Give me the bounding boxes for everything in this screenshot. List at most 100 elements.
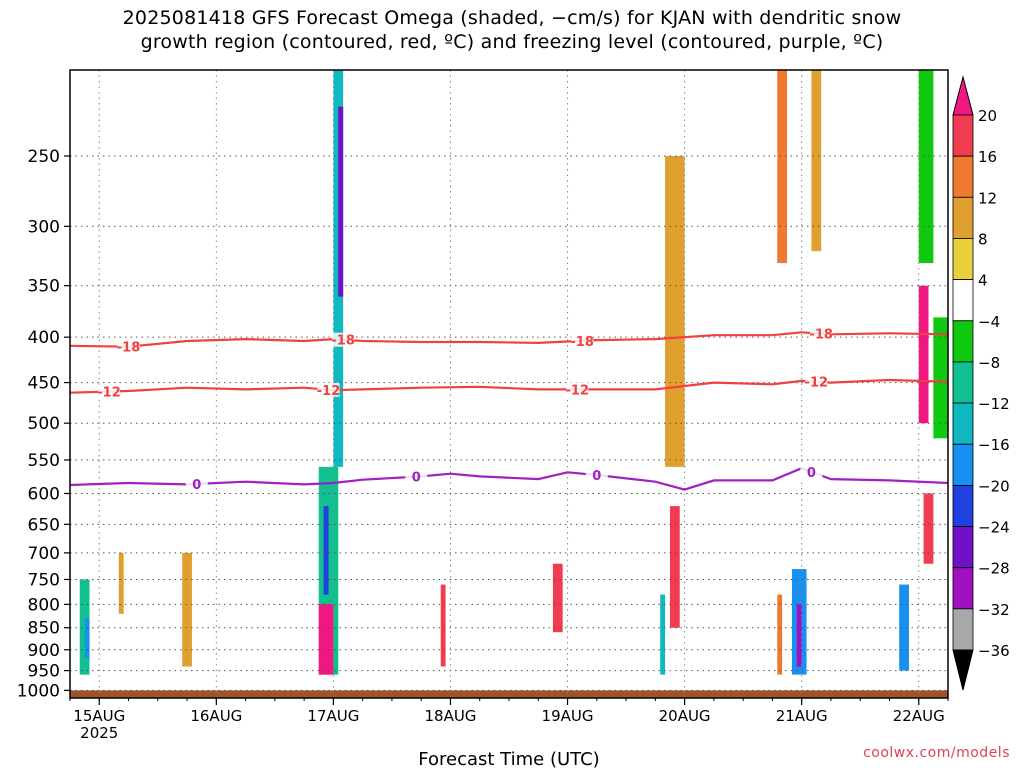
omega-cell-1 [84, 618, 90, 659]
colorbar-swatch-3 [952, 238, 974, 281]
colorbar-label-0: 20 [978, 107, 997, 125]
colorbar-label-11: −28 [978, 560, 1010, 578]
contour-label-0-1: -18 [331, 334, 355, 349]
contour-label-1-2: -12 [566, 383, 590, 398]
contour-label-bg-2-0 [185, 476, 208, 491]
contour-label-bg-0-3 [810, 326, 833, 341]
omega-cell-5 [318, 604, 334, 675]
omega-cell-12 [669, 506, 680, 628]
colorbar-top-arrow [952, 75, 974, 116]
colorbar-swatch-7 [952, 402, 974, 445]
colorbar-label-5: −4 [978, 313, 1000, 331]
contour-label-bg-0-0 [117, 339, 140, 354]
colorbar-label-2: 12 [978, 189, 997, 207]
contour-label-bg-1-0 [98, 384, 121, 399]
colorbar-swatch-10 [952, 526, 974, 569]
x-tick-label-20AUG: 20AUG [659, 707, 711, 725]
colorbar-swatch-12 [952, 608, 974, 651]
colorbar-label-3: 8 [978, 230, 988, 248]
y-tick-label-250: 250 [28, 147, 60, 167]
contour-label-bg-2-2 [585, 468, 608, 483]
colorbar-swatch-0 [952, 114, 974, 157]
y-tick-label-800: 800 [28, 595, 60, 615]
ground-surface [70, 690, 948, 698]
y-tick-label-600: 600 [28, 484, 60, 504]
contour-label-2-2: 0 [592, 469, 601, 484]
omega-cell-6 [323, 506, 329, 595]
contour-label-bg-1-1 [317, 382, 340, 397]
x-tick-label-22AUG: 22AUG [893, 707, 945, 725]
contour-label-1-3: -12 [805, 376, 829, 391]
colorbar-swatch-6 [952, 361, 974, 404]
contour-label-bg-2-3 [800, 464, 823, 479]
contour-label-bg-1-3 [805, 374, 828, 389]
colorbar-label-10: −24 [978, 519, 1010, 537]
omega-cell-3 [182, 552, 192, 667]
colorbar-swatch-5 [952, 320, 974, 363]
chart-title-line1: 2025081418 GFS Forecast Omega (shaded, −… [122, 7, 902, 29]
contour-label-bg-2-1 [405, 469, 428, 484]
colorbar-label-8: −16 [978, 436, 1010, 454]
contour-label-bg-0-2 [571, 333, 594, 348]
y-tick-label-900: 900 [28, 641, 60, 661]
colorbar-swatch-4 [952, 279, 974, 322]
x-tick-label-16AUG: 16AUG [190, 707, 242, 725]
y-tick-label-400: 400 [28, 328, 60, 348]
colorbar-bottom-arrow [952, 649, 974, 691]
colorbar-label-13: −36 [978, 642, 1010, 660]
y-tick-label-450: 450 [28, 374, 60, 394]
y-tick-label-650: 650 [28, 515, 60, 535]
y-axis: 2503003504004505005506006507007508008509… [17, 147, 70, 701]
omega-shading [79, 70, 948, 675]
omega-cell-11 [660, 594, 666, 675]
y-tick-label-350: 350 [28, 277, 60, 297]
omega-cell-21 [923, 493, 934, 564]
colorbar-label-1: 16 [978, 148, 997, 166]
chart-title-line2: growth region (contoured, red, ºC) and f… [140, 31, 884, 53]
temperature-contours: -18 -18 -18 -18 -12 -12 -12 -12 0 0 0 0 [70, 326, 948, 493]
x-tick-sublabel-15AUG: 2025 [80, 724, 118, 742]
contour-label-1-1: -12 [317, 384, 341, 399]
colorbar: 20 16 12 8 4 −4 −8 −12 −16 −20 −24 −28 −32 −36 [952, 75, 1010, 691]
colorbar-swatch-9 [952, 484, 974, 527]
omega-cell-19 [899, 584, 909, 671]
contour-label-1-0: -12 [97, 386, 121, 401]
credit-text: coolwx.com/models [863, 745, 1010, 761]
omega-cell-9 [440, 584, 446, 667]
contour-line-2 [70, 467, 948, 491]
colorbar-label-4: 4 [978, 272, 988, 290]
y-tick-label-850: 850 [28, 619, 60, 639]
contour-label-2-1: 0 [412, 471, 421, 486]
omega-cell-22 [918, 70, 934, 264]
contour-label-2-0: 0 [192, 478, 201, 493]
omega-cell-18 [811, 70, 822, 252]
x-tick-label-18AUG: 18AUG [424, 707, 476, 725]
y-tick-label-300: 300 [28, 217, 60, 237]
contour-label-bg-0-1 [332, 332, 355, 347]
colorbar-label-12: −32 [978, 601, 1010, 619]
omega-cell-10 [552, 563, 563, 633]
x-tick-label-17AUG: 17AUG [307, 707, 359, 725]
y-tick-label-1000: 1000 [17, 681, 60, 701]
colorbar-swatch-1 [952, 155, 974, 198]
colorbar-label-6: −8 [978, 354, 1000, 372]
omega-cell-16 [796, 604, 802, 667]
omega-cell-8 [338, 106, 344, 297]
x-tick-label-21AUG: 21AUG [776, 707, 828, 725]
contour-line-0 [70, 331, 948, 348]
omega-cell-17 [777, 70, 788, 264]
colorbar-label-7: −12 [978, 395, 1010, 413]
y-tick-label-750: 750 [28, 570, 60, 590]
omega-cell-14 [777, 594, 783, 675]
y-tick-label-950: 950 [28, 662, 60, 682]
contour-label-2-3: 0 [807, 466, 816, 481]
x-tick-label-19AUG: 19AUG [542, 707, 594, 725]
omega-cell-23 [933, 317, 948, 439]
omega-cell-2 [118, 552, 124, 614]
x-axis-label: Forecast Time (UTC) [418, 749, 599, 768]
contour-label-0-0: -18 [117, 341, 141, 356]
colorbar-swatch-11 [952, 567, 974, 610]
y-tick-label-550: 550 [28, 451, 60, 471]
